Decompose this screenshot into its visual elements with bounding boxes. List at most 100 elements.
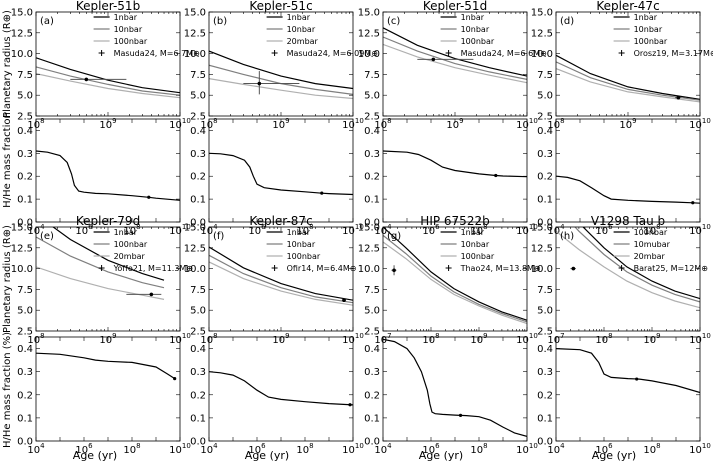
x-tick-label: 107: [374, 332, 391, 346]
legend-obs-label: Masuda24, M=6.7M⊕: [114, 49, 200, 58]
plot-area: [383, 27, 527, 84]
y-tick-label: 15.0: [358, 8, 380, 19]
legend-obs-label: Yoffe21, M=11.3M⊕: [113, 264, 193, 273]
y-tick-label: 0.4: [190, 344, 206, 355]
panel-label: (h): [560, 231, 574, 242]
y-tick-label: 0.2: [17, 172, 33, 183]
plot-area: [556, 227, 700, 309]
panel-label: (b): [213, 16, 227, 27]
legend: 1nbar 10nbar 100nbar Masuda24, M=6.7M⊕: [93, 13, 200, 58]
x-tick-label: 108: [595, 332, 612, 346]
y-tick-label: 5.0: [190, 306, 206, 317]
plot-area: [36, 227, 165, 300]
legend-label: 1nbar: [114, 228, 138, 237]
panel-title: Kepler-51d: [423, 0, 487, 13]
y-tick-label: 0.0: [537, 437, 553, 448]
x-tick-label: 1010: [689, 332, 711, 346]
obs-point: [342, 298, 346, 303]
y-tick-label: 10.0: [184, 49, 206, 60]
obs-point: [257, 81, 262, 86]
panel-label: (a): [40, 16, 54, 27]
y-tick-label: 0.1: [190, 195, 206, 206]
ylabel-radius-bottom: Planetary radius (R⊕): [2, 225, 13, 333]
series-line-100nbar: [383, 241, 527, 325]
axes-frame: [35, 336, 181, 442]
y-tick-label: 12.5: [358, 243, 380, 254]
series-line-H/He mass fraction: [556, 175, 700, 204]
series-line-1nbar: [383, 27, 527, 77]
xlabel-col-1: Age (yr): [245, 449, 289, 462]
panel-title: V1298 Tau b: [591, 214, 665, 228]
obs-point: [84, 77, 89, 82]
plot-area: [209, 371, 353, 407]
y-tick-label: 0.1: [190, 413, 206, 424]
ylabel-fraction-bottom: H/He mass fraction (%): [2, 332, 13, 448]
current-age-marker: [458, 413, 463, 417]
x-tick-label: 108: [27, 332, 44, 346]
panel-label: (c): [387, 16, 400, 27]
y-tick-label: 5.0: [537, 91, 553, 102]
series-line-1nbar: [556, 54, 700, 100]
series-line-20mbar: [556, 230, 700, 309]
legend: 1nbar 10nbar 100nbar Masuda24, M=6.6M⊕: [440, 13, 547, 58]
x-tick-label: 108: [470, 442, 487, 456]
plot-area: [36, 352, 177, 381]
y-tick-label: 0.3: [17, 367, 33, 378]
plot-area: [383, 338, 527, 437]
y-tick-label: 7.5: [537, 70, 553, 81]
axes-frame: [382, 226, 528, 332]
series-line-100nbar: [36, 236, 165, 289]
series-line-H/He mass fraction: [556, 348, 700, 394]
x-tick-label: 109: [643, 332, 660, 346]
y-tick-label: 0.4: [364, 126, 380, 137]
y-tick-label: 7.5: [190, 70, 206, 81]
y-tick-label: 7.5: [537, 285, 553, 296]
axes-frame: [208, 11, 354, 117]
y-tick-label: 2.5: [364, 112, 380, 123]
x-tick-label: 1010: [169, 117, 191, 131]
y-tick-label: 0.0: [190, 218, 206, 229]
panel-title: Kepler-87c: [249, 214, 312, 228]
y-tick-label: 12.5: [531, 28, 553, 39]
y-tick-label: 0.4: [537, 344, 553, 355]
axes-frame: [382, 336, 528, 442]
plot-area: [556, 175, 700, 205]
y-tick-label: 7.5: [190, 285, 206, 296]
y-tick-label: 12.5: [184, 28, 206, 39]
legend: 1nbar 10nbar 20mbar Masuda24, M=6.09M⊕: [266, 13, 378, 58]
series-line-100nbar: [36, 73, 180, 99]
y-tick-label: 10.0: [531, 264, 553, 275]
plot-area: [36, 57, 180, 99]
y-tick-label: 15.0: [531, 223, 553, 234]
y-tick-label: 15.0: [531, 8, 553, 19]
y-tick-label: 15.0: [184, 223, 206, 234]
legend-label: 1nbar: [287, 228, 311, 237]
series-line-1nbar: [36, 57, 180, 94]
chart-panel-14: 104 106 108 1010 0.0 0.1 0.2 0.3 0.4: [364, 336, 538, 456]
x-tick-label: 1010: [169, 223, 191, 237]
x-tick-label: 1010: [689, 117, 711, 131]
y-tick-label: 10.0: [11, 49, 33, 60]
legend-obs-label: Thao24, M=13.8M⊕: [460, 264, 541, 273]
x-tick-label: 108: [547, 117, 564, 131]
plot-area: [209, 246, 353, 306]
series-line-10nbar: [36, 66, 180, 96]
y-tick-label: 0.0: [17, 218, 33, 229]
x-tick-label: 109: [619, 117, 636, 131]
chart-panel-0: 108 109 1010 2.5 5.0 7.5 10.0 12.5 15.0 Kepler-51…: [11, 0, 200, 131]
x-tick-label: 109: [99, 117, 116, 131]
y-tick-label: 0.1: [537, 413, 553, 424]
y-tick-label: 0.2: [537, 172, 553, 183]
axes-frame: [555, 11, 701, 117]
xlabel-col-2: Age (yr): [419, 449, 463, 462]
y-tick-label: 2.5: [537, 327, 553, 338]
y-tick-label: 0.1: [17, 413, 33, 424]
x-tick-label: 108: [374, 117, 391, 131]
x-tick-label: 108: [27, 117, 44, 131]
series-line-H/He mass fraction: [383, 338, 527, 437]
y-tick-label: 15.0: [11, 8, 33, 19]
y-tick-label: 10.0: [531, 49, 553, 60]
current-age-marker: [173, 377, 177, 381]
